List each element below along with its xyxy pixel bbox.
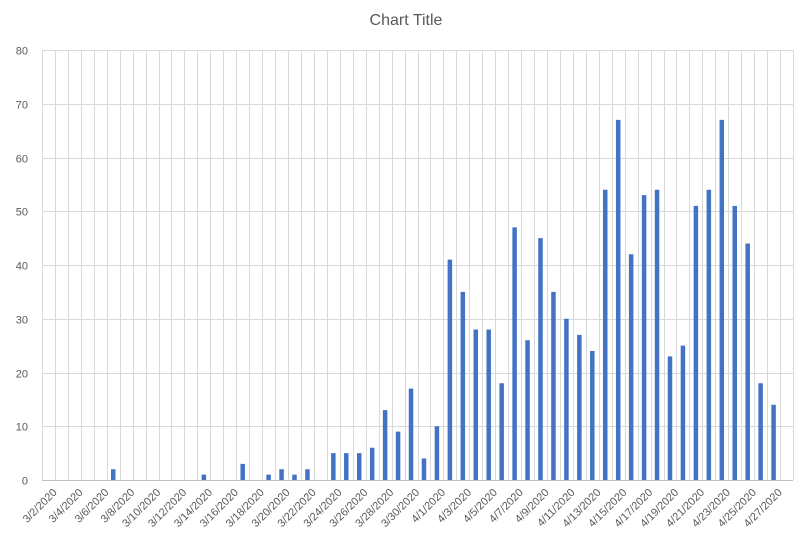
bar: [201, 474, 207, 480]
bar: [641, 195, 647, 480]
bar: [266, 474, 271, 480]
y-tick-label: 0: [22, 476, 28, 488]
bar: [434, 426, 440, 480]
bar: [395, 431, 401, 480]
y-tick-label: 70: [16, 100, 28, 112]
bar: [408, 388, 414, 480]
bar: [292, 474, 297, 480]
bar: [732, 205, 737, 480]
bar: [110, 469, 116, 480]
bars: [110, 119, 776, 480]
gridlines: [42, 50, 794, 480]
bar: [382, 410, 388, 480]
y-tick-label: 60: [16, 154, 28, 166]
bar: [512, 227, 517, 480]
bar: [525, 340, 530, 480]
bar: [590, 351, 595, 480]
bar: [758, 383, 763, 480]
y-tick-label: 50: [16, 207, 28, 219]
bar: [706, 189, 712, 480]
bar: [356, 453, 362, 480]
bar: [680, 345, 686, 480]
chart-title: Chart Title: [369, 12, 443, 29]
x-axis-tick-labels: 3/2/20203/4/20203/6/20203/8/20203/10/202…: [21, 487, 785, 530]
bar: [551, 291, 556, 480]
bar: [628, 254, 634, 480]
bar: [615, 119, 621, 480]
bar: [331, 453, 336, 480]
bar: [564, 318, 569, 480]
bar: [421, 458, 427, 480]
bar: [667, 356, 673, 480]
y-tick-label: 20: [16, 369, 28, 381]
y-tick-label: 40: [16, 261, 28, 273]
bar: [344, 453, 349, 480]
y-tick-label: 30: [16, 315, 28, 327]
bar: [460, 291, 466, 480]
bar: [499, 383, 504, 480]
bar: [369, 447, 375, 480]
bar: [654, 189, 660, 480]
y-axis-tick-labels: 0 10 20 30 40 50 60 70 80: [16, 46, 28, 488]
bar: [305, 469, 310, 480]
bar: [693, 205, 699, 480]
bar: [538, 238, 543, 480]
bar: [745, 243, 750, 480]
bar: [486, 329, 491, 480]
bar: [719, 119, 725, 480]
bar: [279, 469, 284, 480]
bar: [771, 404, 776, 480]
y-tick-label: 10: [16, 422, 28, 434]
bar: [577, 334, 582, 480]
bar: [473, 329, 479, 480]
bar: [603, 189, 608, 480]
bar: [240, 463, 245, 480]
bar: [447, 259, 453, 480]
y-tick-label: 80: [16, 46, 28, 58]
